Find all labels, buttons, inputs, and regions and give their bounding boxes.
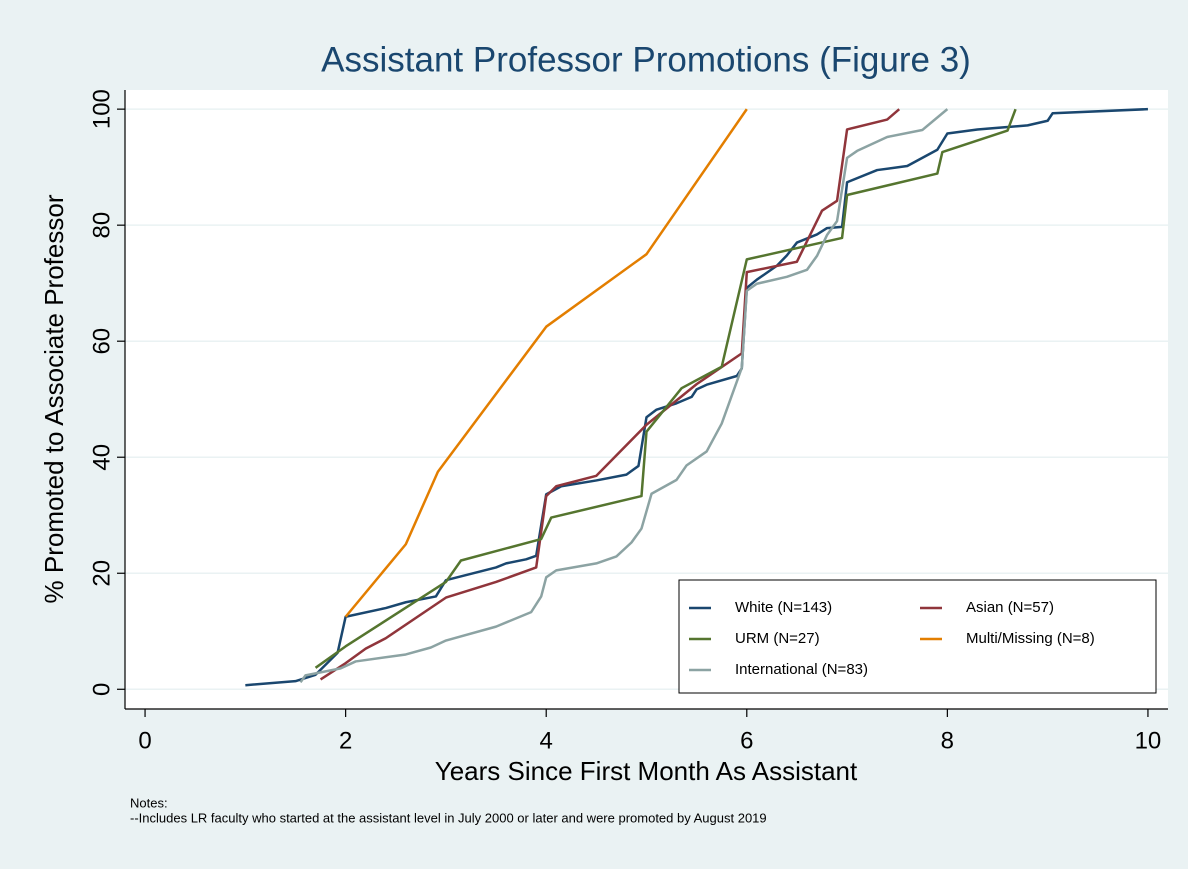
y-tick-label: 40 <box>88 444 115 471</box>
y-tick-label: 0 <box>88 683 115 696</box>
legend-box <box>678 579 1157 694</box>
chart-title: Assistant Professor Promotions (Figure 3… <box>321 40 971 79</box>
series-line <box>344 108 748 618</box>
y-tick-label: 20 <box>88 560 115 587</box>
x-tick-label: 10 <box>1135 727 1162 754</box>
series-line <box>319 108 901 681</box>
x-tick-label: 6 <box>740 727 753 754</box>
y-tick-label: 80 <box>88 212 115 239</box>
x-tick-label: 0 <box>138 727 151 754</box>
x-tick-label: 4 <box>540 727 553 754</box>
legend-label: URM (N=27) <box>735 630 820 647</box>
y-axis-label: % Promoted to Associate Professor <box>39 194 69 603</box>
legend-label: International (N=83) <box>735 661 868 678</box>
x-tick-label: 8 <box>941 727 954 754</box>
series-line <box>314 108 1017 669</box>
legend-label: Multi/Missing (N=8) <box>966 630 1095 647</box>
y-tick-label: 60 <box>88 328 115 355</box>
x-tick-label: 2 <box>339 727 352 754</box>
series-line <box>299 108 949 684</box>
series-line <box>245 107 1148 687</box>
legend-label: White (N=143) <box>735 599 832 616</box>
y-tick-label: 100 <box>88 89 115 129</box>
note: Notes: <box>130 795 168 810</box>
note: --Includes LR faculty who started at the… <box>130 810 767 825</box>
legend-label: Asian (N=57) <box>966 599 1054 616</box>
x-axis-label: Years Since First Month As Assistant <box>435 756 858 786</box>
